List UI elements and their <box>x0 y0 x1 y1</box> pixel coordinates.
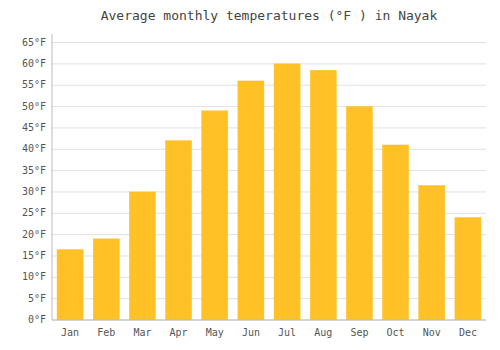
chart-title: Average monthly temperatures (°F ) in Na… <box>101 8 438 23</box>
chart-container: 0°F 5°F 10°F 15°F 20°F 25°F 30°F 35°F 40°F 45°F 50… <box>0 0 500 350</box>
bar <box>310 70 336 320</box>
y-tick-label: 0°F <box>28 314 46 325</box>
grid-line <box>52 42 486 43</box>
x-tick-label: Apr <box>170 327 188 338</box>
x-tick-label: Oct <box>387 327 405 338</box>
bar <box>419 186 445 320</box>
bar <box>346 107 372 320</box>
y-tick-label: 10°F <box>22 271 46 282</box>
grid-line <box>52 106 486 107</box>
y-axis-line <box>52 34 53 320</box>
grid-line <box>52 85 486 86</box>
x-tick-label: May <box>206 327 224 338</box>
x-tick-label: Jun <box>242 327 260 338</box>
x-tick-label: Sep <box>350 327 368 338</box>
chart-svg: 0°F 5°F 10°F 15°F 20°F 25°F 30°F 35°F 40°F 45°F 50… <box>0 0 500 350</box>
y-tick-label: 40°F <box>22 143 46 154</box>
x-tick-label: Aug <box>314 327 332 338</box>
x-tick-label: Jan <box>61 327 79 338</box>
grid-line <box>52 320 486 321</box>
y-tick-label: 55°F <box>22 79 46 90</box>
bar <box>129 192 155 320</box>
grid-line <box>52 127 486 128</box>
y-axis: 0°F 5°F 10°F 15°F 20°F 25°F 30°F 35°F 40°F 45°F 50… <box>22 34 52 325</box>
x-axis: Jan Feb Mar Apr May Jun Jul Aug Sep Oct Nov Dec <box>52 320 486 338</box>
page: {"chart_data": {"type": "bar", "title": … <box>0 0 500 350</box>
x-tick-label: Feb <box>97 327 115 338</box>
x-tick-label: Mar <box>133 327 151 338</box>
bars <box>57 64 481 320</box>
y-tick-label: 15°F <box>22 250 46 261</box>
grid-line <box>52 63 486 64</box>
bar <box>166 141 192 320</box>
y-tick-label: 45°F <box>22 122 46 133</box>
bar <box>57 250 83 320</box>
y-tick-label: 20°F <box>22 229 46 240</box>
bar <box>274 64 300 320</box>
bar <box>455 218 481 320</box>
grid-line <box>52 149 486 150</box>
y-tick-label: 35°F <box>22 165 46 176</box>
x-axis-line <box>52 320 486 321</box>
grid <box>52 43 486 320</box>
bar <box>93 239 119 320</box>
x-tick-label: Nov <box>423 327 441 338</box>
y-tick-label: 60°F <box>22 58 46 69</box>
y-tick-label: 5°F <box>28 293 46 304</box>
y-tick-label: 30°F <box>22 186 46 197</box>
bar <box>383 145 409 320</box>
y-tick-label: 50°F <box>22 101 46 112</box>
y-tick-label: 25°F <box>22 207 46 218</box>
y-tick-label: 65°F <box>22 37 46 48</box>
bar <box>238 81 264 320</box>
x-tick-label: Dec <box>459 327 477 338</box>
x-tick-label: Jul <box>278 327 296 338</box>
bar <box>202 111 228 320</box>
grid-line <box>52 170 486 171</box>
